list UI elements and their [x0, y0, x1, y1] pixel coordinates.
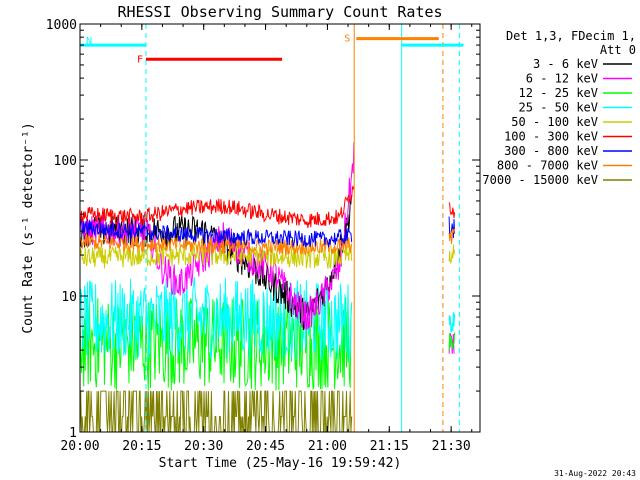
- post-segment-line-6: [448, 332, 456, 351]
- x-tick-label-5: 21:15: [370, 439, 409, 454]
- post-segment-line-0: [448, 202, 456, 218]
- plot-area: N F S: [80, 24, 464, 432]
- legend-label-1: 6 - 12 keV: [526, 72, 598, 86]
- legend-label-7: 800 - 7000 keV: [497, 159, 598, 173]
- legend-label-4: 50 - 100 keV: [511, 115, 598, 129]
- x-axis: 20:00 20:15 20:30 20:45 21:00 21:15 21:30: [60, 24, 473, 454]
- x-tick-label-6: 21:30: [432, 439, 471, 454]
- x-tick-label-3: 20:45: [246, 439, 285, 454]
- legend-label-3: 25 - 50 keV: [519, 101, 598, 115]
- plot-frame: [79, 23, 481, 433]
- series-line-2: [80, 276, 353, 362]
- chart-title: RHESSI Observing Summary Count Rates: [117, 3, 442, 21]
- legend-label-8: 7000 - 15000 keV: [482, 173, 598, 187]
- state-bar-label-0: N: [86, 36, 92, 47]
- y-axis-label: Count Rate (s⁻¹ detector⁻¹): [21, 122, 36, 333]
- y-tick-label-2: 100: [54, 154, 77, 169]
- legend-header-line-2: Att 0: [600, 43, 636, 57]
- series-line-6: [80, 233, 353, 256]
- chart-title-text: RHESSI Observing Summary Count Rates: [117, 3, 442, 21]
- legend-label-5: 100 - 300 keV: [504, 130, 598, 144]
- post-segment-line-4: [448, 311, 456, 333]
- legend-label-2: 12 - 25 keV: [519, 86, 598, 100]
- post-segment-line-2: [448, 228, 456, 245]
- y-tick-label-3: 1000: [46, 18, 77, 33]
- series-line-5: [80, 243, 353, 269]
- marker-layer: N F S: [80, 24, 464, 432]
- post-segment-line-3: [448, 244, 456, 265]
- y-axis: 1 10 100 1000: [46, 18, 480, 441]
- legend-label-6: 300 - 800 keV: [504, 144, 598, 158]
- data-layer: [80, 142, 456, 432]
- y-tick-label-0: 1: [69, 426, 77, 441]
- x-axis-label: Start Time (25-May-16 19:59:42): [159, 456, 402, 471]
- series-line-8: [80, 185, 355, 229]
- x-tick-label-0: 20:00: [60, 439, 99, 454]
- x-tick-label-4: 21:00: [308, 439, 347, 454]
- x-tick-label-1: 20:15: [122, 439, 161, 454]
- legend-label-0: 3 - 6 keV: [533, 57, 598, 71]
- state-bar-label-2: S: [344, 34, 350, 45]
- state-bar-label-1: F: [137, 54, 143, 65]
- footer-date: 31-Aug-2022 20:43: [554, 469, 636, 478]
- series-line-0: [80, 390, 353, 432]
- x-tick-label-2: 20:30: [184, 439, 223, 454]
- y-tick-label-1: 10: [61, 290, 77, 305]
- legend-header-line-1: Det 1,3, FDecim 1,: [506, 29, 636, 43]
- series-line-7: [80, 217, 353, 248]
